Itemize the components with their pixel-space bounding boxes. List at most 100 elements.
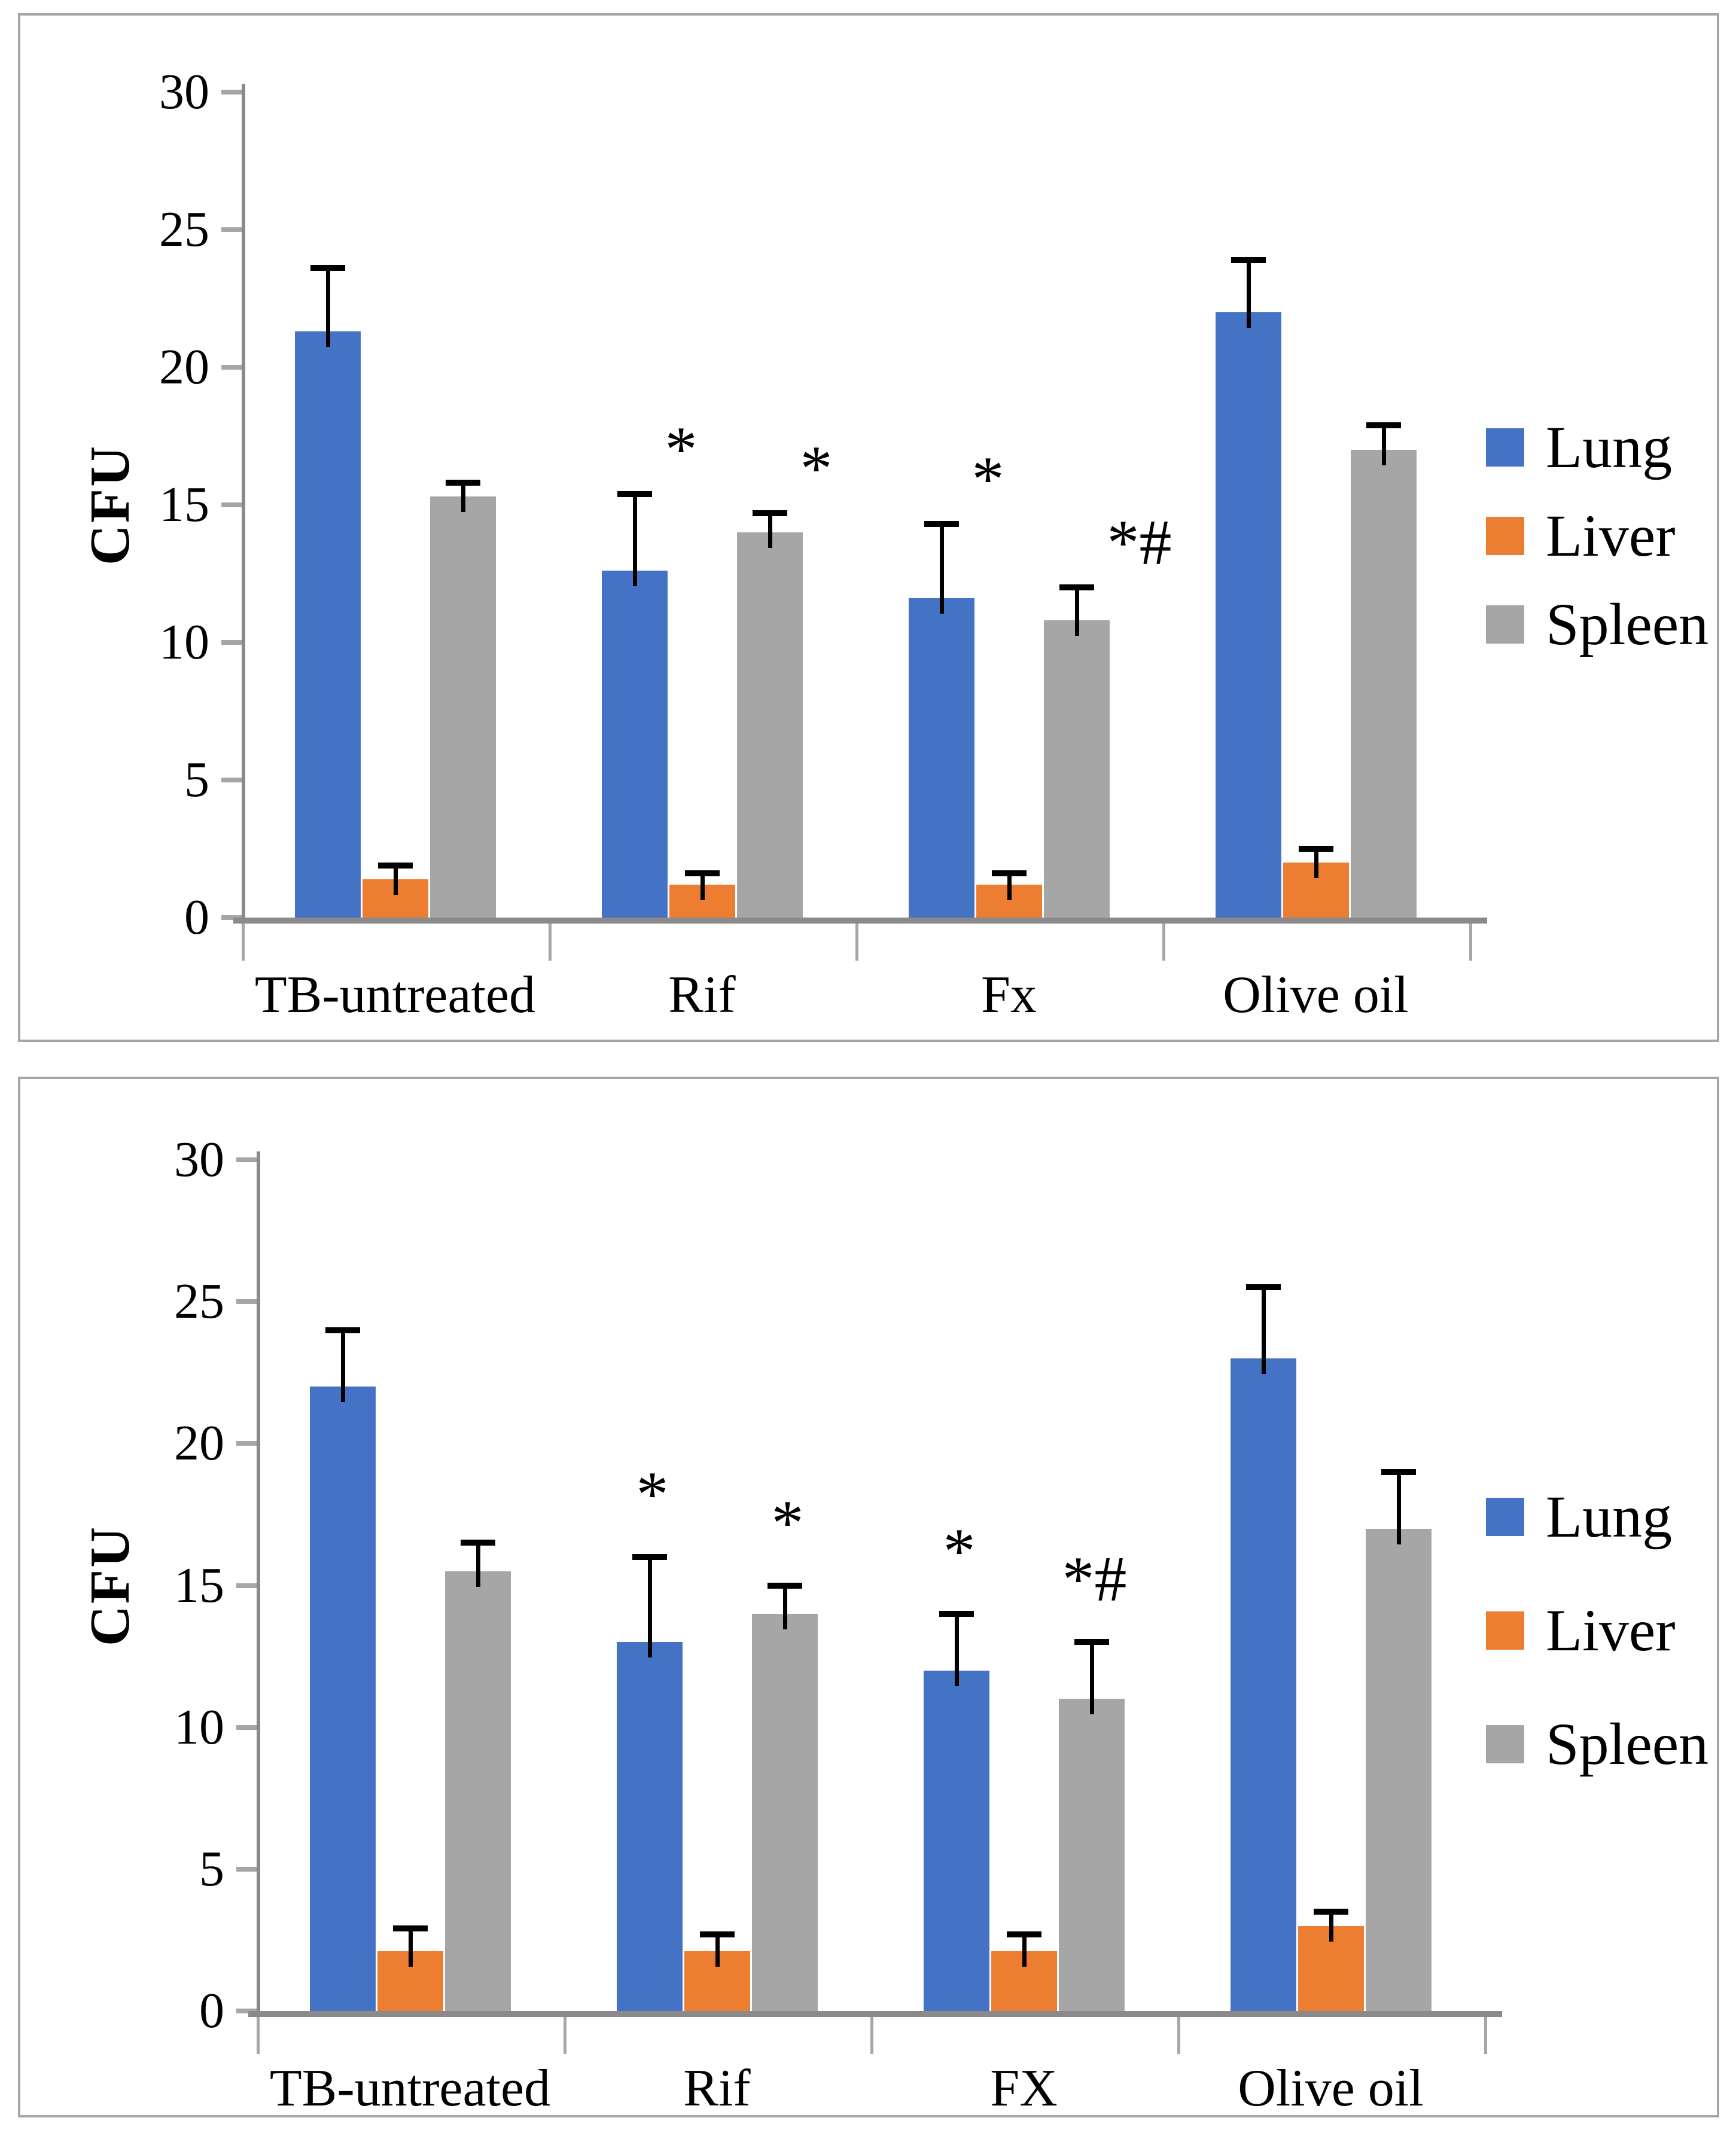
y-tick-label: 0 — [184, 889, 209, 945]
error-bar-line-spleen-0 — [476, 1543, 480, 1587]
legend-label-spleen: Spleen — [1546, 591, 1709, 657]
error-bar-line-lung-2 — [939, 524, 944, 614]
y-tick-label: 5 — [184, 752, 209, 808]
x-axis-line — [248, 2011, 1502, 2017]
y-tick-label: 10 — [159, 614, 209, 670]
error-bar-cap-spleen-1 — [752, 510, 787, 516]
bar-lung-1 — [616, 1642, 683, 2011]
y-tick-label: 10 — [174, 1699, 224, 1755]
error-bar-cap-spleen-0 — [445, 480, 480, 486]
error-bar-cap-lung-0 — [310, 265, 345, 272]
error-bar-line-liver-1 — [715, 1934, 720, 1967]
legend-label-lung: Lung — [1546, 1483, 1673, 1550]
y-tick — [221, 502, 242, 507]
y-axis-line — [242, 84, 245, 918]
error-bar-cap-lung-2 — [924, 521, 959, 528]
bar-spleen-1 — [751, 1613, 818, 2011]
legend-swatch-liver — [1486, 1611, 1524, 1650]
x-category-label: FX — [990, 2059, 1058, 2117]
x-axis-separator-tick — [1469, 924, 1472, 961]
error-bar-line-lung-0 — [325, 268, 330, 348]
legend-label-lung: Lung — [1546, 414, 1673, 480]
bar-spleen-1 — [736, 532, 803, 918]
error-bar-line-spleen-1 — [782, 1585, 787, 1629]
error-bar-cap-lung-1 — [617, 490, 652, 497]
x-axis-separator-tick — [549, 924, 552, 961]
y-tick — [236, 1724, 257, 1730]
y-tick — [236, 1583, 257, 1588]
y-tick-label: 30 — [174, 1132, 224, 1187]
error-bar-cap-spleen-3 — [1366, 422, 1401, 428]
x-axis-separator-tick — [242, 924, 245, 961]
x-category-label: Fx — [981, 966, 1037, 1024]
error-bar-cap-liver-2 — [1006, 1931, 1041, 1937]
error-bar-line-lung-2 — [954, 1613, 959, 1686]
error-bar-cap-lung-3 — [1231, 257, 1266, 263]
x-category-label: Rif — [668, 966, 736, 1024]
legend-swatch-lung — [1486, 1498, 1524, 1536]
bar-lung-0 — [294, 331, 361, 918]
y-tick-label: 25 — [159, 202, 209, 257]
x-axis-line — [233, 918, 1487, 924]
error-bar-line-liver-3 — [1314, 849, 1318, 878]
chart-panel-bottom: 0 5 10 15 20 25 30 TB-untreated Rif FX Olive oil * *… — [18, 1077, 1719, 2117]
error-bar-line-liver-0 — [408, 1928, 413, 1967]
y-tick — [221, 365, 242, 370]
error-bar-cap-liver-1 — [699, 1931, 735, 1937]
y-tick-label: 25 — [174, 1273, 224, 1330]
bar-spleen-2 — [1043, 620, 1110, 918]
x-axis-separator-tick — [855, 924, 858, 961]
error-bar-cap-liver-0 — [377, 862, 413, 869]
significance-marker: * — [665, 413, 698, 485]
error-bar-line-spleen-2 — [1074, 587, 1079, 636]
y-tick-label: 0 — [199, 1983, 224, 2038]
x-axis-separator-tick — [564, 2017, 567, 2054]
bar-lung-0 — [309, 1387, 376, 2011]
legend-swatch-spleen — [1486, 1725, 1524, 1763]
significance-marker: * — [771, 1487, 804, 1559]
significance-marker: *# — [1107, 507, 1172, 578]
bar-spleen-3 — [1365, 1528, 1432, 2011]
error-bar-cap-liver-3 — [1313, 1908, 1348, 1915]
error-bar-cap-spleen-0 — [460, 1540, 495, 1546]
x-axis-separator-tick — [870, 2017, 873, 2054]
error-bar-line-spleen-0 — [461, 483, 465, 513]
bar-lung-1 — [601, 571, 668, 918]
legend-label-liver: Liver — [1546, 1597, 1676, 1663]
error-bar-cap-liver-1 — [684, 870, 720, 877]
error-bar-line-spleen-3 — [1396, 1471, 1401, 1544]
x-category-label: Olive oil — [1223, 966, 1409, 1024]
x-axis-separator-tick — [1177, 2017, 1180, 2054]
error-bar-cap-liver-2 — [991, 870, 1027, 877]
y-tick-label: 15 — [174, 1557, 224, 1613]
y-tick-label: 20 — [174, 1415, 224, 1471]
y-tick-label: 5 — [199, 1841, 224, 1897]
error-bar-cap-spleen-3 — [1381, 1468, 1416, 1475]
y-tick — [221, 778, 242, 782]
y-axis-title: CFU — [79, 1525, 141, 1646]
error-bar-cap-spleen-2 — [1074, 1639, 1109, 1646]
x-axis-separator-tick — [1484, 2017, 1487, 2054]
y-tick-label: 30 — [159, 64, 209, 120]
legend-swatch-liver — [1486, 517, 1524, 555]
legend-label-spleen: Spleen — [1546, 1711, 1709, 1777]
bar-lung-3 — [1230, 1358, 1296, 2011]
y-tick — [221, 640, 242, 645]
significance-marker: * — [800, 432, 833, 504]
error-bar-cap-spleen-1 — [767, 1582, 802, 1589]
legend-swatch-lung — [1486, 428, 1524, 467]
error-bar-cap-lung-0 — [325, 1327, 360, 1333]
y-tick — [236, 1157, 257, 1162]
bar-spleen-3 — [1350, 450, 1417, 918]
significance-marker: *# — [1062, 1544, 1127, 1616]
y-axis-title: CFU — [79, 444, 141, 566]
error-bar-line-lung-1 — [647, 1557, 652, 1658]
significance-marker: * — [636, 1459, 669, 1531]
x-axis-separator-tick — [257, 2017, 260, 2054]
bar-spleen-0 — [444, 1571, 511, 2011]
x-axis-separator-tick — [1162, 924, 1165, 961]
error-bar-line-spleen-1 — [768, 513, 772, 548]
error-bar-line-lung-0 — [340, 1330, 345, 1403]
error-bar-cap-lung-3 — [1245, 1284, 1281, 1291]
y-tick — [221, 915, 242, 920]
